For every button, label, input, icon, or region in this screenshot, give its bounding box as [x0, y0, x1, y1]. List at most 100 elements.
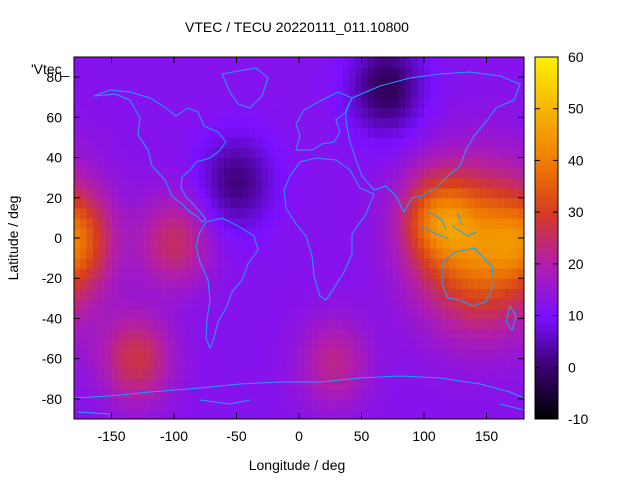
heatmap-cell: [74, 227, 81, 239]
heatmap-cell: [249, 217, 256, 229]
heatmap-cell: [399, 338, 406, 350]
heatmap-cell: [186, 107, 194, 118]
heatmap-cell: [286, 368, 294, 380]
heatmap-cell: [167, 258, 175, 269]
tick-label: -100: [160, 428, 188, 444]
heatmap-cell: [242, 107, 250, 118]
heatmap-cell: [99, 137, 106, 149]
heatmap-cell: [149, 87, 156, 98]
heatmap-cell: [311, 268, 319, 279]
heatmap-cell: [455, 318, 463, 330]
heatmap-cell: [292, 308, 300, 320]
heatmap-cell: [261, 87, 269, 98]
heatmap-cell: [486, 328, 494, 340]
heatmap-cell: [499, 248, 506, 259]
heatmap-cell: [324, 278, 331, 289]
heatmap-cell: [224, 167, 231, 179]
heatmap-cell: [211, 97, 219, 108]
heatmap-cell: [505, 87, 513, 98]
heatmap-cell: [186, 77, 194, 88]
heatmap-cell: [274, 248, 281, 259]
heatmap-cell: [424, 97, 431, 108]
heatmap-cell: [305, 348, 313, 360]
heatmap-cell: [180, 348, 188, 360]
heatmap-cell: [417, 197, 425, 209]
heatmap-cell: [424, 157, 431, 169]
heatmap-cell: [130, 167, 138, 179]
heatmap-cell: [455, 157, 463, 169]
heatmap-cell: [392, 157, 400, 169]
heatmap-cell: [492, 288, 500, 299]
heatmap-cell: [261, 137, 269, 149]
heatmap-cell: [249, 278, 256, 289]
heatmap-cell: [424, 107, 431, 118]
heatmap-cell: [199, 398, 206, 410]
heatmap-cell: [399, 177, 406, 189]
heatmap-cell: [74, 408, 81, 419]
heatmap-cell: [280, 67, 288, 78]
heatmap-cell: [274, 77, 281, 88]
heatmap-cell: [355, 298, 363, 309]
heatmap-cell: [349, 97, 356, 108]
heatmap-cell: [124, 278, 131, 289]
heatmap-cell: [192, 157, 200, 169]
heatmap-cell: [224, 268, 231, 279]
heatmap-cell: [411, 197, 419, 209]
heatmap-cell: [511, 358, 519, 370]
heatmap-cell: [324, 147, 331, 159]
heatmap-cell: [474, 147, 481, 159]
heatmap-cell: [380, 288, 388, 299]
heatmap-cell: [92, 368, 100, 380]
heatmap-cell: [155, 157, 163, 169]
heatmap-cell: [280, 137, 288, 149]
heatmap-cell: [242, 358, 250, 370]
heatmap-cell: [130, 258, 138, 269]
heatmap-cell: [424, 308, 431, 320]
heatmap-cell: [224, 278, 231, 289]
heatmap-cell: [174, 248, 181, 259]
heatmap-cell: [142, 57, 150, 68]
heatmap-cell: [124, 157, 131, 169]
heatmap-cell: [361, 378, 369, 390]
heatmap-cell: [355, 398, 363, 410]
heatmap-cell: [199, 238, 206, 249]
heatmap-cell: [149, 197, 156, 209]
heatmap-cell: [230, 338, 238, 350]
heatmap-cell: [286, 288, 294, 299]
heatmap-cell: [92, 127, 100, 139]
heatmap-cell: [186, 328, 194, 340]
heatmap-cell: [130, 227, 138, 239]
heatmap-cell: [111, 217, 119, 229]
heatmap-cell: [242, 348, 250, 360]
heatmap-cell: [205, 328, 213, 340]
heatmap-cell: [105, 238, 113, 249]
coastline-antarctica: [74, 375, 524, 415]
heatmap-cell: [117, 197, 125, 209]
heatmap-cell: [417, 358, 425, 370]
heatmap-cell: [405, 338, 413, 350]
heatmap-cell: [242, 288, 250, 299]
heatmap-cell: [92, 217, 100, 229]
heatmap-cell: [130, 398, 138, 410]
heatmap-cell: [280, 368, 288, 380]
heatmap-cell: [80, 278, 88, 289]
heatmap-cell: [155, 318, 163, 330]
heatmap-cell: [211, 147, 219, 159]
tick-label: -40: [42, 310, 62, 326]
heatmap-cell: [161, 207, 169, 219]
heatmap-cell: [299, 338, 306, 350]
heatmap-cell: [367, 97, 375, 108]
heatmap-cell: [136, 87, 144, 98]
heatmap-cell: [286, 248, 294, 259]
heatmap-cell: [255, 117, 263, 128]
heatmap-cell: [242, 268, 250, 279]
heatmap-cell: [155, 358, 163, 370]
heatmap-cell: [442, 127, 450, 139]
heatmap-cell: [411, 338, 419, 350]
heatmap-cell: [355, 177, 363, 189]
heatmap-cell: [486, 318, 494, 330]
heatmap-cell: [99, 67, 106, 78]
heatmap-cell: [480, 187, 488, 199]
heatmap-cell: [474, 248, 481, 259]
heatmap-cell: [492, 258, 500, 269]
